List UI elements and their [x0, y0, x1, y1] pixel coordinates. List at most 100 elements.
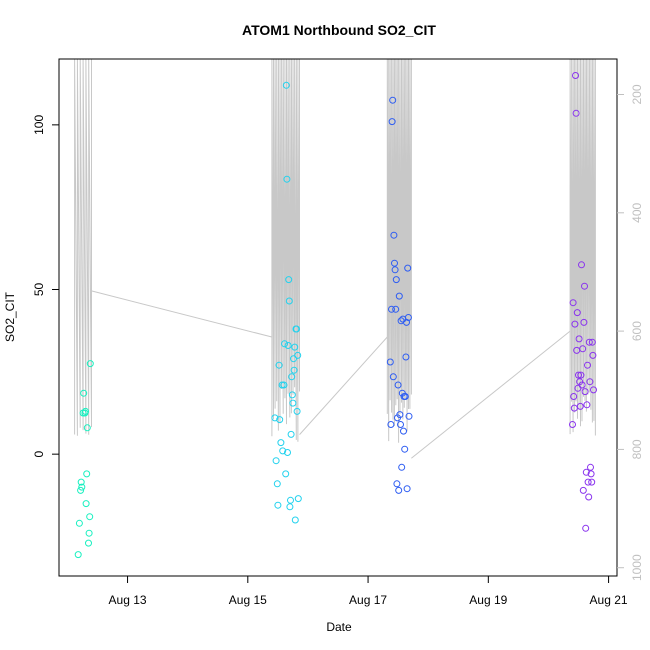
- data-point-s1-14: [284, 449, 291, 456]
- data-point-s3-9: [574, 384, 582, 392]
- data-point-s1-12: [282, 81, 290, 89]
- data-point-s3-30: [587, 463, 594, 471]
- data-point-s0-10: [83, 470, 91, 478]
- data-point-s2-13: [394, 381, 402, 389]
- data-point-s2-31: [405, 412, 413, 420]
- data-point-s3-2: [570, 393, 578, 400]
- x-axis-label: Date: [326, 620, 352, 634]
- data-point-s2-26: [402, 353, 410, 361]
- data-point-s3-31: [587, 470, 595, 478]
- data-point-s3-28: [585, 338, 593, 346]
- data-point-s1-30: [293, 407, 301, 415]
- data-point-s2-2: [388, 305, 395, 313]
- data-point-s1-16: [285, 276, 293, 284]
- data-point-s2-8: [391, 266, 399, 274]
- data-point-s1-21: [288, 373, 296, 381]
- data-point-s2-10: [392, 276, 400, 284]
- right-tick-label-2: 600: [630, 321, 644, 341]
- y-tick-label-0: 0: [32, 451, 46, 458]
- data-point-s3-8: [573, 309, 581, 317]
- data-point-s1-8: [279, 447, 287, 455]
- data-point-s2-19: [398, 463, 406, 471]
- x-tick-label-3: Aug 19: [469, 593, 507, 607]
- x-tick-label-0: Aug 13: [109, 593, 147, 607]
- data-point-s0-9: [82, 500, 90, 508]
- data-point-s3-21: [581, 388, 589, 396]
- overlay-connector-2: [411, 330, 571, 459]
- data-point-s0-14: [86, 513, 94, 521]
- overlay-connector-0: [91, 290, 272, 338]
- data-point-s1-22: [288, 391, 296, 399]
- data-point-s3-6: [572, 109, 580, 117]
- data-point-s1-13: [283, 175, 291, 183]
- data-point-s2-15: [395, 292, 403, 300]
- data-point-s2-29: [404, 264, 412, 272]
- data-point-s1-2: [273, 480, 281, 488]
- data-point-s1-19: [287, 496, 294, 504]
- data-point-s1-0: [271, 414, 279, 422]
- data-point-s1-15: [284, 342, 292, 349]
- data-point-s3-34: [589, 351, 597, 359]
- data-point-s2-6: [390, 231, 398, 239]
- data-point-s1-18: [286, 503, 294, 511]
- data-point-s1-17: [285, 297, 293, 305]
- data-point-s2-24: [401, 445, 409, 453]
- data-point-s1-24: [290, 355, 297, 363]
- data-point-s3-29: [586, 378, 594, 386]
- data-point-s1-20: [287, 430, 295, 438]
- data-point-s1-32: [294, 495, 302, 503]
- data-point-s1-4: [275, 361, 283, 369]
- y-axis-label: SO2_CIT: [3, 291, 17, 342]
- x-tick-label-1: Aug 15: [229, 593, 267, 607]
- data-point-s3-5: [572, 72, 579, 79]
- data-point-s0-1: [75, 519, 83, 527]
- data-point-s2-14: [395, 486, 403, 494]
- x-tick-label-4: Aug 21: [590, 593, 628, 607]
- overlay-spikes-3: [569, 58, 596, 436]
- data-point-s0-4: [78, 483, 86, 491]
- data-point-s2-1: [387, 421, 395, 428]
- overlay-connector-1: [299, 336, 388, 435]
- data-point-s1-27: [291, 516, 299, 524]
- data-point-s2-3: [388, 118, 396, 126]
- right-tick-label-4: 1000: [630, 554, 644, 581]
- data-point-s2-16: [396, 411, 404, 419]
- data-point-s3-20: [581, 282, 588, 290]
- y-tick-label-1: 50: [32, 283, 46, 297]
- data-point-s2-7: [391, 259, 398, 267]
- data-point-s3-11: [575, 335, 583, 343]
- data-point-s2-9: [392, 305, 400, 313]
- data-point-s2-22: [400, 427, 407, 435]
- x-tick-label-2: Aug 17: [349, 593, 387, 607]
- data-point-s1-25: [290, 366, 298, 374]
- overlay-spikes-1: [271, 58, 300, 442]
- data-point-s3-24: [583, 401, 591, 409]
- data-point-s0-8: [82, 407, 89, 415]
- data-point-s0-12: [85, 539, 92, 547]
- overlay-spikes-2: [386, 58, 412, 443]
- points-layer: [74, 72, 597, 559]
- data-point-s3-22: [582, 524, 590, 532]
- plot-frame: [58, 58, 618, 577]
- overlay-spikes-0: [74, 58, 92, 436]
- data-point-s3-35: [590, 386, 597, 394]
- data-point-s3-18: [579, 486, 587, 494]
- data-point-s1-3: [274, 501, 282, 509]
- data-point-s3-13: [576, 402, 584, 410]
- data-point-s1-23: [289, 399, 297, 407]
- data-point-s3-15: [578, 261, 585, 269]
- data-point-s1-1: [272, 457, 280, 465]
- data-point-s0-2: [77, 486, 85, 494]
- data-point-s2-5: [389, 373, 397, 381]
- data-point-s3-17: [579, 345, 587, 353]
- data-point-s3-32: [588, 478, 596, 486]
- data-point-s2-17: [397, 421, 404, 428]
- chart-title: ATOM1 Northbound SO2_CIT: [242, 22, 436, 38]
- data-point-s3-0: [569, 421, 576, 428]
- data-point-s0-3: [77, 478, 85, 486]
- data-point-s3-1: [569, 299, 577, 307]
- data-point-s2-25: [401, 393, 409, 400]
- y-tick-label-2: 100: [32, 115, 46, 135]
- data-point-s3-25: [584, 361, 591, 369]
